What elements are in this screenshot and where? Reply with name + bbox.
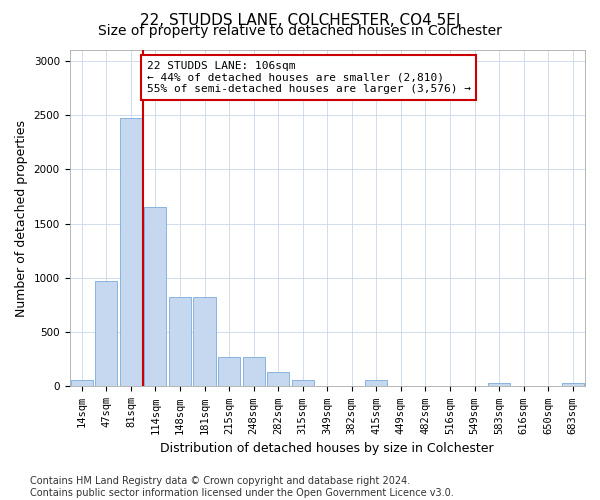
Bar xyxy=(193,298,215,386)
X-axis label: Distribution of detached houses by size in Colchester: Distribution of detached houses by size … xyxy=(160,442,494,455)
Text: 22, STUDDS LANE, COLCHESTER, CO4 5EJ: 22, STUDDS LANE, COLCHESTER, CO4 5EJ xyxy=(140,12,460,28)
Bar xyxy=(169,298,191,386)
Bar xyxy=(145,208,166,386)
Bar xyxy=(562,383,584,386)
Bar xyxy=(267,372,289,386)
Bar xyxy=(365,380,388,386)
Bar xyxy=(218,357,240,386)
Bar xyxy=(292,380,314,386)
Bar xyxy=(488,383,510,386)
Y-axis label: Number of detached properties: Number of detached properties xyxy=(15,120,28,316)
Text: Contains HM Land Registry data © Crown copyright and database right 2024.
Contai: Contains HM Land Registry data © Crown c… xyxy=(30,476,454,498)
Bar xyxy=(242,357,265,386)
Bar xyxy=(95,280,118,386)
Bar xyxy=(71,380,93,386)
Text: Size of property relative to detached houses in Colchester: Size of property relative to detached ho… xyxy=(98,24,502,38)
Text: 22 STUDDS LANE: 106sqm
← 44% of detached houses are smaller (2,810)
55% of semi-: 22 STUDDS LANE: 106sqm ← 44% of detached… xyxy=(147,61,471,94)
Bar xyxy=(120,118,142,386)
